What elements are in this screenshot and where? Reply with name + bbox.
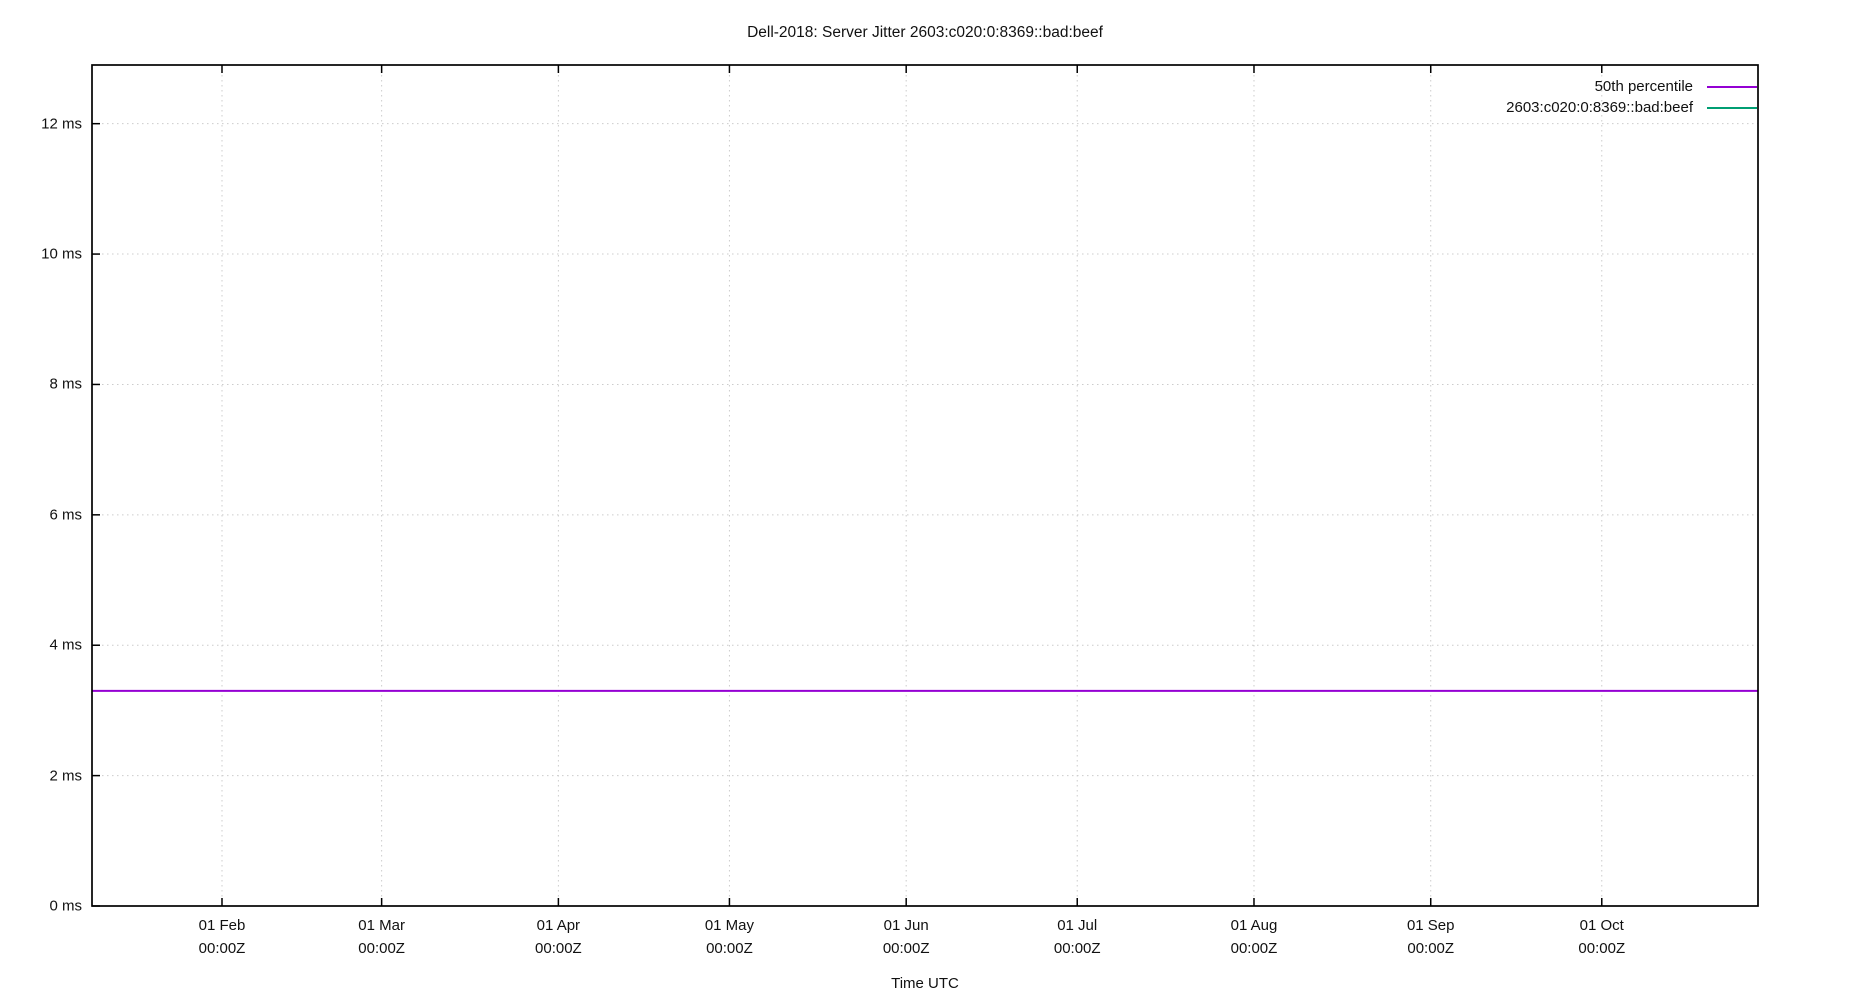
x-axis-title: Time UTC [891, 975, 959, 992]
x-tick-label-date: 01 Jun [883, 917, 929, 934]
y-tick-label: 12 ms [41, 115, 82, 133]
x-tick-label: 01 Jul 00:00Z [1054, 914, 1101, 960]
x-tick-label: 01 Feb 00:00Z [199, 914, 246, 960]
x-tick-label-time: 00:00Z [535, 940, 582, 957]
chart-title: Dell-2018: Server Jitter 2603:c020:0:836… [747, 24, 1103, 41]
x-tick-label: 01 Jun 00:00Z [883, 914, 930, 960]
x-tick-label-date: 01 Oct [1579, 917, 1624, 934]
x-tick-label-date: 01 Apr [536, 917, 581, 934]
y-tick-label: 2 ms [49, 767, 82, 785]
x-tick-label-time: 00:00Z [882, 940, 930, 957]
y-tick-label: 8 ms [49, 375, 82, 393]
legend-line-sample [1707, 85, 1757, 88]
x-tick-label-time: 00:00Z [1407, 940, 1455, 957]
y-tick-label: 4 ms [49, 636, 82, 654]
x-tick-label-time: 00:00Z [358, 940, 405, 957]
legend-entry: 50th percentile [1506, 76, 1757, 97]
y-tick-label: 10 ms [41, 245, 82, 263]
x-tick-label-date: 01 Jul [1057, 917, 1098, 934]
x-tick-label-date: 01 May [704, 917, 755, 934]
x-tick-label-date: 01 Mar [358, 917, 405, 934]
x-tick-label-date: 01 Sep [1406, 917, 1455, 934]
x-tick-label-time: 00:00Z [198, 940, 246, 957]
x-tick-label-time: 00:00Z [1578, 940, 1626, 957]
x-tick-label: 01 Aug 00:00Z [1231, 914, 1278, 960]
x-tick-label-date: 01 Feb [198, 917, 246, 934]
x-tick-label-time: 00:00Z [1053, 940, 1101, 957]
legend-entry: 2603:c020:0:8369::bad:beef [1506, 97, 1757, 118]
legend-line-sample [1707, 106, 1757, 109]
x-tick-label: 01 Oct 00:00Z [1578, 914, 1625, 960]
legend-label: 2603:c020:0:8369::bad:beef [1506, 99, 1693, 116]
plot-border [91, 64, 1759, 907]
x-tick-label-time: 00:00Z [706, 940, 753, 957]
x-tick-label-date: 01 Aug [1230, 917, 1278, 934]
x-tick-label-time: 00:00Z [1230, 940, 1278, 957]
x-tick-label: 01 Sep 00:00Z [1407, 914, 1455, 960]
x-tick-label: 01 Apr 00:00Z [535, 914, 582, 960]
y-tick-label: 6 ms [49, 506, 82, 524]
x-tick-label: 01 Mar 00:00Z [358, 914, 405, 960]
legend-label: 50th percentile [1594, 78, 1693, 95]
y-tick-label: 0 ms [49, 897, 82, 915]
x-tick-label: 01 May 00:00Z [705, 914, 754, 960]
